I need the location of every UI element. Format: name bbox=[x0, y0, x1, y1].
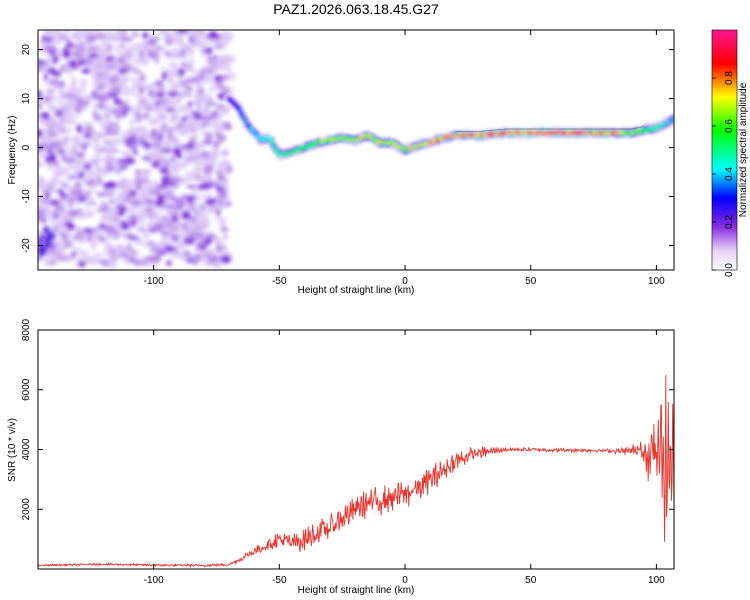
snr-xtick-label: 50 bbox=[525, 575, 537, 586]
spectrogram-xtick-label: 100 bbox=[648, 276, 665, 287]
colorbar-tick-label: 0.2 bbox=[724, 215, 735, 229]
spectrogram-xtick-label: -50 bbox=[272, 276, 287, 287]
colorbar-label: Normalized spectral amplitude bbox=[738, 82, 749, 217]
snr-ytick-label: 2000 bbox=[21, 498, 32, 521]
spectrogram-xtick-label: 0 bbox=[402, 276, 408, 287]
snr-xtick-label: -50 bbox=[272, 575, 287, 586]
spectrogram-ytick-label: -10 bbox=[21, 189, 32, 204]
snr-ytick-label: 4000 bbox=[21, 438, 32, 461]
snr-xtick-label: 100 bbox=[648, 575, 665, 586]
figure-title: PAZ1.2026.063.18.45.G27 bbox=[273, 1, 439, 17]
colorbar-frame bbox=[711, 29, 738, 271]
noise-region bbox=[38, 30, 237, 269]
colorbar-ticks: 0.0 0.2 0.4 0.6 0.8 bbox=[712, 71, 735, 277]
snr-series-line bbox=[38, 375, 674, 569]
snr-ytick-label: 8000 bbox=[21, 318, 32, 341]
colorbar-gradient bbox=[712, 30, 737, 270]
colorbar-tick-label: 0.0 bbox=[724, 263, 735, 277]
snr-ytick-label: 6000 bbox=[21, 378, 32, 401]
ridge-outline bbox=[455, 126, 644, 132]
spectrogram-xtick-label: -100 bbox=[144, 276, 164, 287]
colorbar: 0.0 0.2 0.4 0.6 0.8 Normalized spectral ampl… bbox=[711, 29, 749, 277]
snr-panel: -100 -50 0 50 100 2000 4000 6000 8000 Height of … bbox=[7, 318, 675, 596]
snr-xtick-label: 0 bbox=[402, 575, 408, 586]
colorbar-tick-label: 0.8 bbox=[724, 71, 735, 85]
noise-speckles bbox=[38, 30, 237, 269]
spectrogram-ytick-label: 20 bbox=[21, 44, 32, 56]
snr-ticks: -100 -50 0 50 100 2000 4000 6000 8000 bbox=[21, 318, 674, 586]
snr-xtick-label: -100 bbox=[144, 575, 164, 586]
spectrogram-ylabel: Frequency (Hz) bbox=[7, 116, 18, 185]
spectrogram-frame bbox=[37, 29, 675, 271]
spectrogram-xtick-label: 50 bbox=[525, 276, 537, 287]
snr-xlabel: Height of straight line (km) bbox=[298, 585, 415, 596]
snr-ylabel: SNR (10 * v/v) bbox=[7, 418, 18, 482]
colorbar-tick-label: 0.6 bbox=[724, 119, 735, 133]
spectrogram-ytick-label: 0 bbox=[21, 144, 32, 150]
spectrogram-ytick-label: 10 bbox=[21, 93, 32, 105]
spectrogram-xlabel: Height of straight line (km) bbox=[298, 285, 415, 296]
ridge-signal bbox=[225, 93, 674, 161]
colorbar-tick-label: 0.4 bbox=[724, 167, 735, 181]
spectrogram-ytick-label: -20 bbox=[21, 238, 32, 253]
ridge-region bbox=[225, 93, 674, 161]
snr-background bbox=[38, 330, 674, 569]
